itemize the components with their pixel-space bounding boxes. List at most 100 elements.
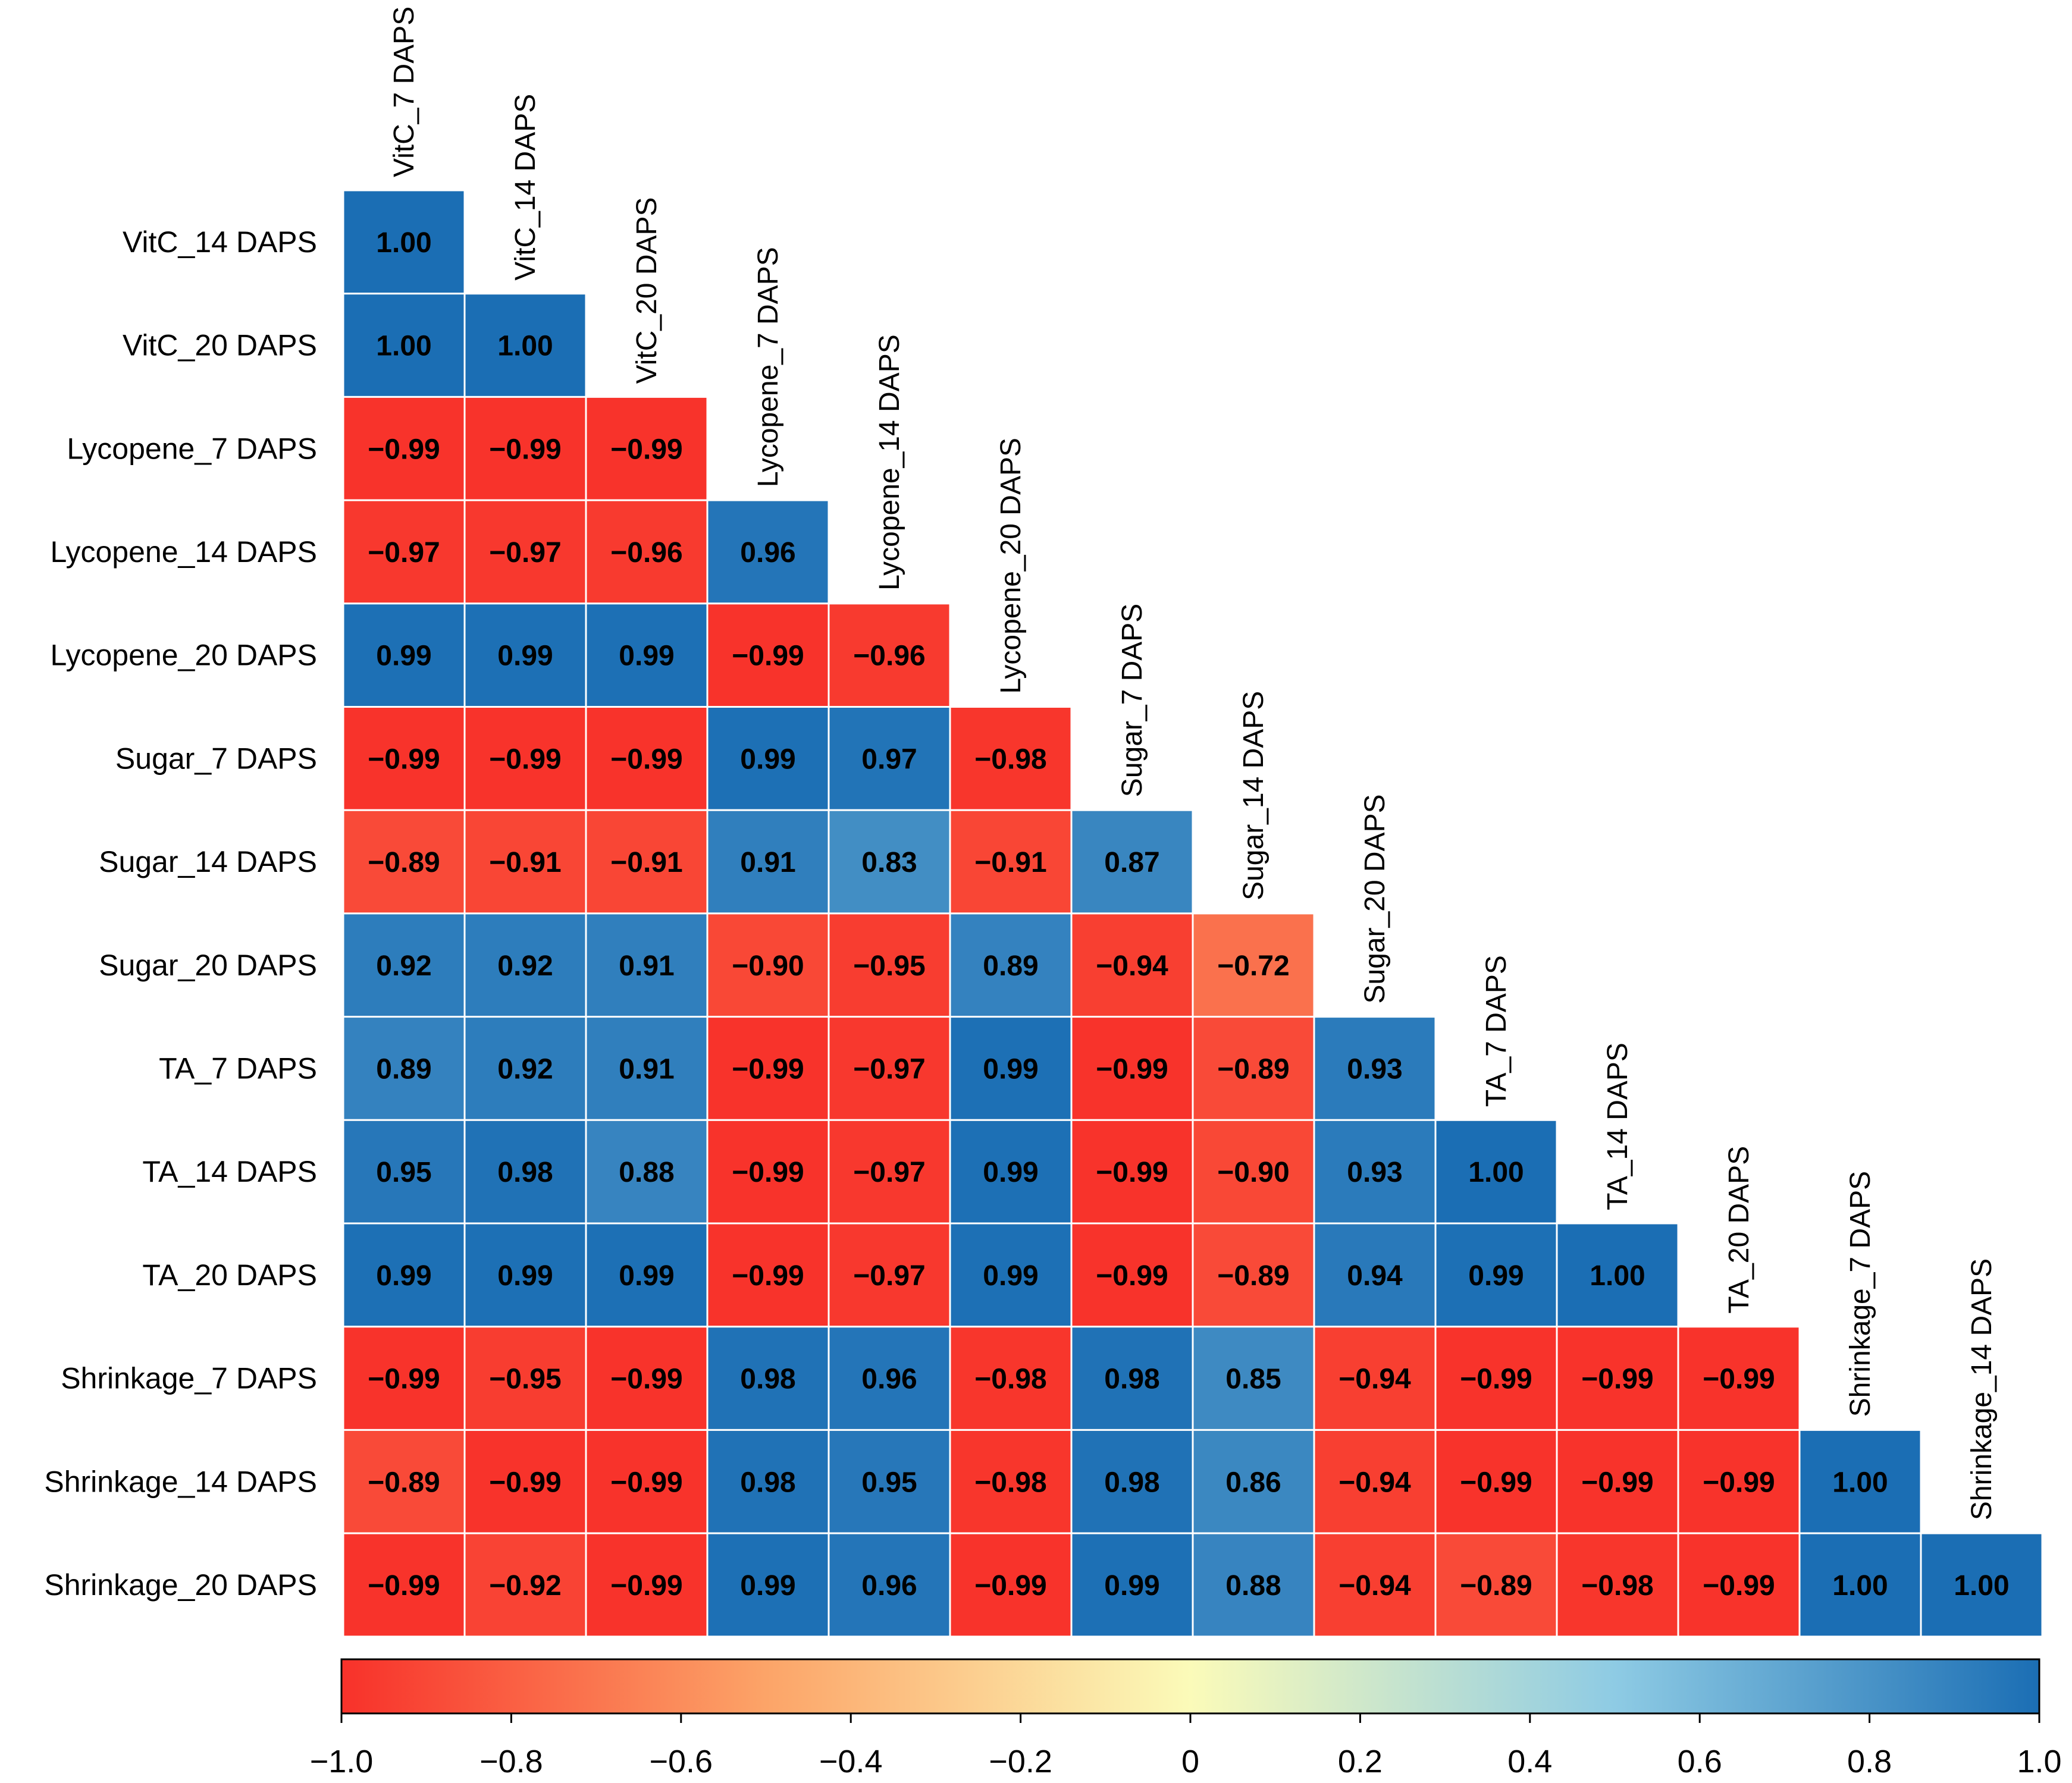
heatmap-cell bbox=[585, 1532, 709, 1638]
heatmap-cell bbox=[1434, 1119, 1558, 1225]
cell-value-label: −0.99 bbox=[489, 1467, 561, 1498]
heatmap-cell bbox=[949, 1016, 1073, 1121]
heatmap-cell bbox=[706, 602, 830, 708]
cell-value-label: −0.99 bbox=[368, 434, 440, 465]
heatmap-cell bbox=[1313, 1222, 1437, 1328]
cell-value-label: 0.89 bbox=[376, 1053, 431, 1085]
heatmap-cell bbox=[463, 1326, 587, 1431]
cell-value-label: 0.95 bbox=[376, 1157, 431, 1188]
heatmap-cell bbox=[1920, 1532, 2043, 1638]
heatmap-cell bbox=[342, 809, 466, 915]
column-label: Sugar_20 DAPS bbox=[1359, 794, 1391, 1003]
cell-value-label: −0.99 bbox=[1460, 1467, 1532, 1498]
cell-value-label: 0.96 bbox=[861, 1364, 917, 1395]
heatmap-cell bbox=[706, 1119, 830, 1225]
heatmap-cell bbox=[1070, 1532, 1194, 1638]
cell-value-label: 0.96 bbox=[861, 1570, 917, 1602]
heatmap-cell bbox=[706, 706, 830, 811]
heatmap-cell bbox=[1070, 1326, 1194, 1431]
cell-value-label: 0.97 bbox=[861, 743, 917, 775]
cell-value-label: 0.91 bbox=[619, 950, 674, 982]
cell-value-label: −0.99 bbox=[974, 1570, 1046, 1602]
row-label: TA_14 DAPS bbox=[142, 1155, 317, 1188]
cell-value-label: 0.88 bbox=[619, 1157, 674, 1188]
cell-value-label: 1.00 bbox=[1832, 1467, 1888, 1498]
column-label: Sugar_14 DAPS bbox=[1238, 691, 1269, 900]
column-label: TA_14 DAPS bbox=[1602, 1043, 1634, 1210]
cell-value-label: −0.99 bbox=[610, 743, 682, 775]
heatmap-cell bbox=[1070, 809, 1194, 915]
cell-value-label: −0.91 bbox=[974, 847, 1046, 878]
heatmap-cell bbox=[1070, 1429, 1194, 1534]
heatmap-cell bbox=[585, 395, 709, 501]
cell-value-label: −0.99 bbox=[610, 1364, 682, 1395]
heatmap-cell bbox=[827, 1532, 951, 1638]
cell-value-label: −0.94 bbox=[1096, 950, 1168, 982]
row-label: VitC_14 DAPS bbox=[123, 225, 317, 259]
cell-value-label: 0.99 bbox=[983, 1157, 1038, 1188]
colorbar-tick-label: 0.8 bbox=[1847, 1744, 1892, 1779]
colorbar-tick-label: −0.6 bbox=[649, 1744, 713, 1779]
cell-value-label: 0.83 bbox=[861, 847, 917, 878]
heatmap-cell bbox=[585, 912, 709, 1018]
heatmap-cell bbox=[342, 1119, 466, 1225]
cell-value-label: −0.99 bbox=[610, 434, 682, 465]
colorbar-tick-label: 0.4 bbox=[1507, 1744, 1552, 1779]
heatmap-cell bbox=[949, 1532, 1073, 1638]
heatmap-cell bbox=[949, 706, 1073, 811]
cell-value-label: 0.91 bbox=[619, 1053, 674, 1085]
row-label: VitC_20 DAPS bbox=[123, 329, 317, 362]
column-labels: VitC_7 DAPS VitC_14 DAPS VitC_20 DAPS Lycop… bbox=[388, 7, 1998, 1520]
heatmap-cell bbox=[1677, 1326, 1801, 1431]
row-label: TA_20 DAPS bbox=[142, 1258, 317, 1292]
row-label: Lycopene_20 DAPS bbox=[51, 639, 317, 672]
colorbar-tick-label: −0.2 bbox=[989, 1744, 1052, 1779]
cell-value-label: −0.94 bbox=[1339, 1364, 1411, 1395]
heatmap-cell bbox=[342, 1016, 466, 1121]
cell-value-label: 0.86 bbox=[1225, 1467, 1281, 1498]
column-label: Shrinkage_14 DAPS bbox=[1966, 1258, 1998, 1520]
cell-value-label: 0.89 bbox=[983, 950, 1038, 982]
cell-value-label: −0.99 bbox=[1703, 1467, 1775, 1498]
heatmap-cell bbox=[706, 809, 830, 915]
heatmap-cell bbox=[342, 293, 466, 398]
column-label: VitC_7 DAPS bbox=[388, 7, 420, 177]
cell-value-label: 0.94 bbox=[1347, 1260, 1403, 1292]
cell-value-label: −0.97 bbox=[853, 1053, 925, 1085]
cell-value-label: 0.98 bbox=[497, 1157, 553, 1188]
column-label: Lycopene_20 DAPS bbox=[995, 438, 1027, 694]
cell-value-label: 1.00 bbox=[376, 331, 431, 362]
heatmap-cell bbox=[585, 1429, 709, 1534]
heatmap-cell bbox=[585, 706, 709, 811]
heatmap-cell bbox=[827, 1119, 951, 1225]
cell-value-label: 0.99 bbox=[376, 1260, 431, 1292]
colorbar: −1.0 −0.8 −0.6 −0.4 −0.2 0 0.2 0.4 0.6 0.8 1.0 bbox=[310, 1658, 2062, 1779]
cell-value-label: 0.99 bbox=[1104, 1570, 1159, 1602]
heatmap-cell bbox=[1677, 1532, 1801, 1638]
heatmap-cell bbox=[1313, 1016, 1437, 1121]
heatmap-cell bbox=[1192, 1119, 1315, 1225]
cell-value-label: −0.99 bbox=[1703, 1570, 1775, 1602]
colorbar-gradient bbox=[340, 1658, 2040, 1715]
heatmap-cell bbox=[1798, 1429, 1922, 1534]
cell-value-label: 0.92 bbox=[497, 950, 553, 982]
cell-value-label: 0.99 bbox=[1468, 1260, 1524, 1292]
cell-value-label: −0.99 bbox=[1096, 1053, 1168, 1085]
cell-value-label: 0.92 bbox=[376, 950, 431, 982]
cell-value-label: 0.98 bbox=[740, 1364, 795, 1395]
cell-value-label: 0.99 bbox=[740, 1570, 795, 1602]
cell-value-label: −0.98 bbox=[974, 743, 1046, 775]
cell-value-label: −0.99 bbox=[368, 743, 440, 775]
row-label: Sugar_20 DAPS bbox=[99, 949, 317, 982]
colorbar-tick-label: 0.6 bbox=[1678, 1744, 1722, 1779]
cell-value-label: −0.99 bbox=[1581, 1364, 1653, 1395]
row-label: Shrinkage_20 DAPS bbox=[44, 1568, 317, 1602]
cell-value-label: 0.98 bbox=[740, 1467, 795, 1498]
heatmap-cell bbox=[827, 706, 951, 811]
cell-value-label: −0.99 bbox=[1096, 1260, 1168, 1292]
cell-value-label: −0.90 bbox=[1217, 1157, 1289, 1188]
heatmap-cell bbox=[585, 1119, 709, 1225]
cell-value-label: 0.99 bbox=[983, 1053, 1038, 1085]
heatmap-cell bbox=[342, 1429, 466, 1534]
row-label: Sugar_7 DAPS bbox=[115, 742, 317, 775]
